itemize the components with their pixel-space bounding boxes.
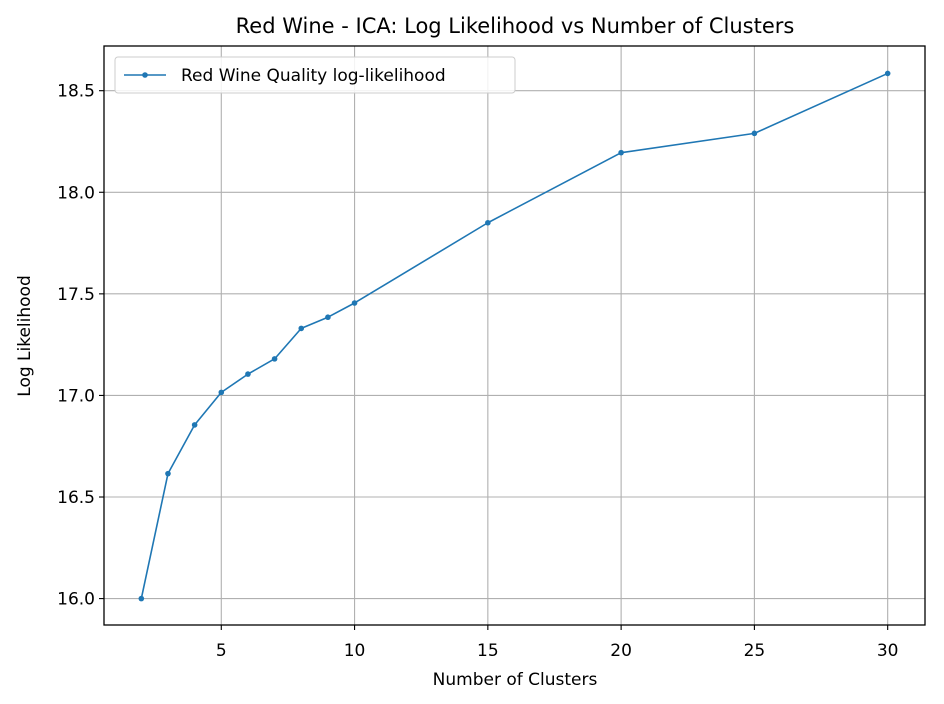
data-point [218,389,225,396]
series-layer [138,70,891,602]
legend-entry-label: Red Wine Quality log-likelihood [181,66,446,86]
x-tick-label: 5 [216,641,227,661]
data-point [245,371,251,377]
legend-box [114,56,516,94]
grid [104,46,925,625]
y-tick-label: 17.5 [57,285,95,305]
y-tick-label: 16.0 [57,590,95,610]
data-point [325,314,331,321]
x-tick-label: 15 [477,641,499,661]
data-point [165,470,171,477]
chart-title: Red Wine - ICA: Log Likelihood vs Number… [236,14,795,38]
legend-marker-swatch [142,72,148,78]
data-point [351,300,358,306]
axis-ticks: 5 10 15 20 25 30 16.0 16.5 17.0 17.5 18.0 18.5 [57,82,898,661]
data-point [884,70,891,77]
x-tick-label: 30 [877,641,899,661]
data-point [138,595,145,602]
x-tick-label: 25 [744,641,766,661]
legend: Red Wine Quality log-likelihood [114,56,516,94]
y-tick-label: 18.0 [57,183,95,203]
y-tick-label: 18.5 [57,82,95,102]
y-axis-label: Log Likelihood [15,275,35,396]
data-point [751,130,758,137]
data-point [298,325,305,332]
y-tick-label: 17.0 [57,386,95,406]
x-axis-label: Number of Clusters [433,670,598,690]
data-point [618,149,624,156]
plot-frame [103,45,926,626]
x-tick-label: 20 [610,641,632,661]
data-point [485,219,491,226]
data-point [191,422,198,428]
y-tick-label: 16.5 [57,488,95,508]
x-tick-label: 10 [344,641,366,661]
data-point [271,356,278,362]
